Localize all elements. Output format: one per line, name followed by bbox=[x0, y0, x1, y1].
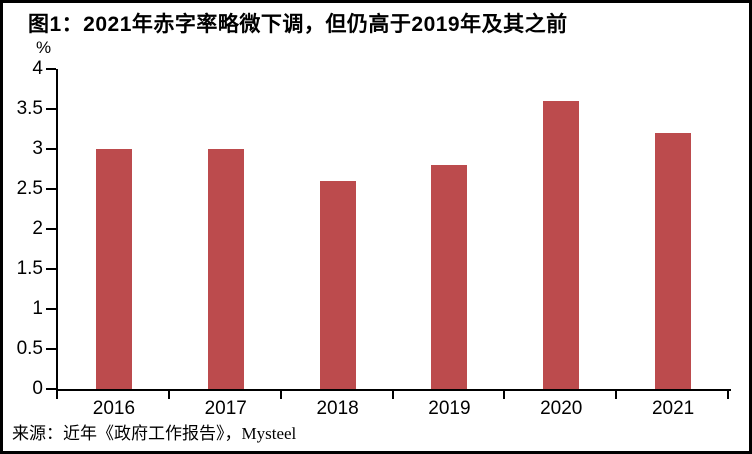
x-axis-tick-label: 2019 bbox=[428, 398, 471, 419]
source-note: 来源：近年《政府工作报告》，Mysteel bbox=[12, 424, 297, 443]
x-axis-tick-label: 2021 bbox=[651, 398, 695, 419]
y-axis-tick-label: 0.5 bbox=[16, 338, 43, 359]
y-axis-tick-label: 1 bbox=[32, 298, 43, 319]
y-axis-tick-label: 2 bbox=[32, 218, 43, 239]
y-axis-line bbox=[56, 69, 58, 391]
x-axis-tick bbox=[391, 391, 394, 399]
x-axis-tick bbox=[727, 391, 729, 399]
bar-2021 bbox=[655, 133, 692, 389]
x-axis-line bbox=[56, 389, 731, 391]
plot-area: 0 0.5 1 1.5 2 2.5 3 3.5 4 2016 2017 2018 2019 2020 202… bbox=[17, 58, 731, 419]
y-axis-tick bbox=[46, 68, 56, 70]
bar-2018 bbox=[319, 181, 356, 389]
y-axis-tick bbox=[46, 388, 56, 390]
y-axis-unit-label: % bbox=[36, 38, 52, 57]
x-axis-tick bbox=[56, 391, 58, 399]
x-axis-tick-label: 2017 bbox=[204, 398, 247, 419]
bar-2020 bbox=[543, 101, 580, 389]
bar-2019 bbox=[431, 165, 468, 389]
x-axis-tick bbox=[279, 391, 282, 399]
y-axis-tick bbox=[46, 188, 56, 190]
y-axis-tick-label: 3.5 bbox=[16, 98, 43, 119]
y-axis-tick bbox=[46, 108, 56, 110]
y-axis-tick-label: 0 bbox=[32, 378, 43, 399]
y-axis-tick-label: 4 bbox=[32, 58, 43, 79]
y-axis-tick bbox=[46, 308, 56, 310]
x-axis-tick-label: 2020 bbox=[540, 398, 583, 419]
bar-2016 bbox=[95, 149, 132, 389]
y-axis-tick-label: 3 bbox=[32, 138, 43, 159]
y-axis-tick bbox=[46, 268, 56, 270]
y-axis-tick-label: 2.5 bbox=[16, 178, 43, 199]
x-axis-tick bbox=[615, 391, 618, 399]
x-axis-tick-label: 2018 bbox=[316, 398, 359, 419]
bar-2017 bbox=[207, 149, 244, 389]
x-axis-tick bbox=[167, 391, 170, 399]
x-axis-tick bbox=[503, 391, 506, 399]
y-axis-tick-label: 1.5 bbox=[16, 258, 43, 279]
figure-title: 图1：2021年赤字率略微下调，但仍高于2019年及其之前 bbox=[28, 13, 568, 36]
y-axis-tick bbox=[46, 148, 56, 150]
x-axis-tick-label: 2016 bbox=[92, 398, 136, 419]
y-axis-tick bbox=[46, 348, 56, 350]
y-axis-tick bbox=[46, 228, 56, 230]
